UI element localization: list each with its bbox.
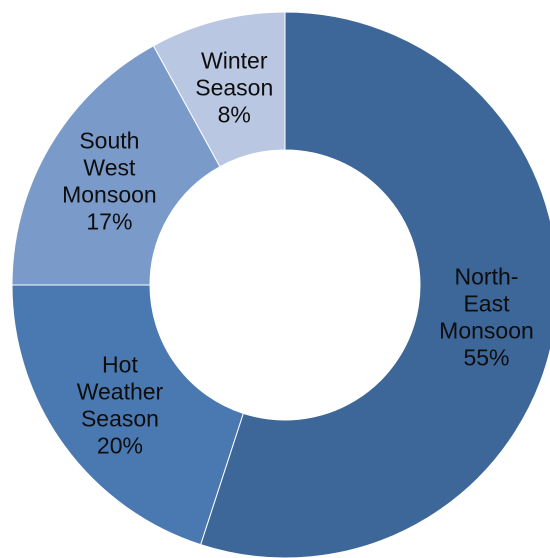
slice-value-label: 20% [97,432,143,458]
slice-1 [11,284,244,546]
slice-label-1: Hot Weather Season 20% [77,351,164,458]
slice-value-label: 8% [218,101,251,127]
slice-labels: North-East Monsoon 55%Hot Weather Season 20%S… [62,47,534,458]
slice-name-line: Hot [102,351,138,377]
slice-label-2: South West Monsoon 17% [62,128,157,235]
slice-2 [11,45,221,286]
slice-name-line: Season [81,405,159,431]
slice-name-line: Monsoon [62,182,157,208]
slice-name-line: North- [455,263,519,289]
slice-name-line: Weather [77,378,164,404]
slice-name-line: Season [195,74,273,100]
slice-label-3: Winter Season 8% [195,47,273,127]
slice-name-line: South [79,128,139,154]
slice-0 [200,11,550,558]
slice-name-line: Monsoon [439,317,534,343]
slice-value-label: 17% [86,209,132,235]
slice-name-line: East [463,290,510,316]
slice-name-line: Winter [201,47,268,73]
slice-label-0: North-East Monsoon 55% [439,263,534,370]
slice-value-label: 55% [463,344,509,370]
slice-3 [152,11,286,168]
slice-name-line: West [83,155,136,181]
donut-slices [11,11,550,558]
